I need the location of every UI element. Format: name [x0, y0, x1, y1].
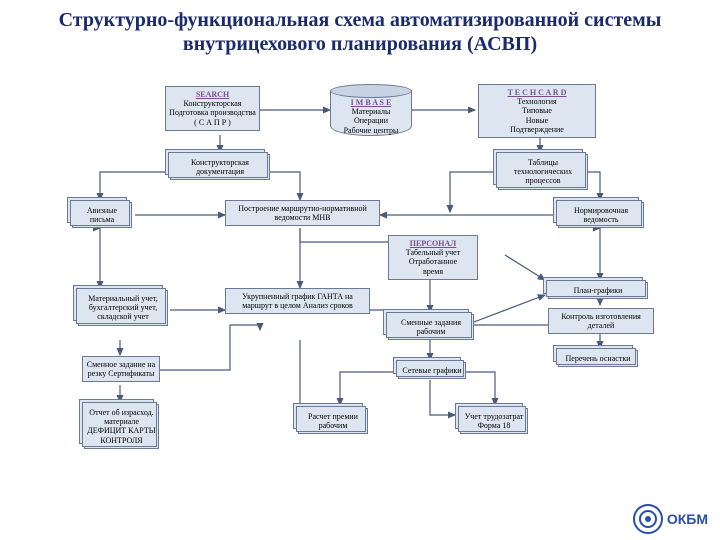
node-premia: Расчет премии рабочим [298, 408, 368, 434]
node-trud: Учет трудозатрат Форма 18 [460, 408, 528, 434]
node-set-graf: Сетевые графики [398, 362, 466, 379]
node-smena-rezka: Сменное задание на резку Сертификаты [82, 356, 160, 382]
node-gantt: Укрупненный график ГАНТА на маршрут в це… [225, 288, 370, 314]
node-otchet: Отчет об израсход. материале ДЕФИЦИТ КАР… [84, 404, 159, 449]
node-norm: Нормировочная ведомость [558, 202, 644, 228]
node-search: SEARCH Конструкторская Подготовка произв… [165, 86, 260, 131]
node-av: Авизные письма [72, 202, 132, 228]
page-title: Структурно-функциональная схема автомати… [0, 0, 720, 60]
diagram-canvas: SEARCH Конструкторская Подготовка произв… [0, 80, 720, 540]
logo-text: ОКБМ [667, 511, 708, 527]
node-mnv: Построение маршрутно-нормативной ведомос… [225, 200, 380, 226]
node-tables: Таблицы технологических процессов [498, 154, 588, 190]
node-smena-rab: Сменные задания рабочим [388, 314, 474, 340]
node-kd: Конструкторская документация [170, 154, 270, 180]
node-plan: План-графики [548, 282, 648, 299]
node-imbase: I M B A S E Материалы Операции Рабочие ц… [330, 84, 412, 136]
node-osnastka: Перечень оснастки [558, 350, 638, 367]
node-techcard: T E C H C A R D Технология Типовые Новые… [478, 84, 596, 138]
logo: ОКБМ [633, 504, 708, 534]
node-control-det: Контроль изготовления деталей [548, 308, 654, 334]
logo-icon [633, 504, 663, 534]
node-search-header: SEARCH [168, 90, 257, 99]
node-mat: Материальный учет, бухгалтерский учет, с… [78, 290, 168, 326]
node-personal: ПЕРСОНАЛ Табельный учет Отработанное вре… [388, 235, 478, 280]
